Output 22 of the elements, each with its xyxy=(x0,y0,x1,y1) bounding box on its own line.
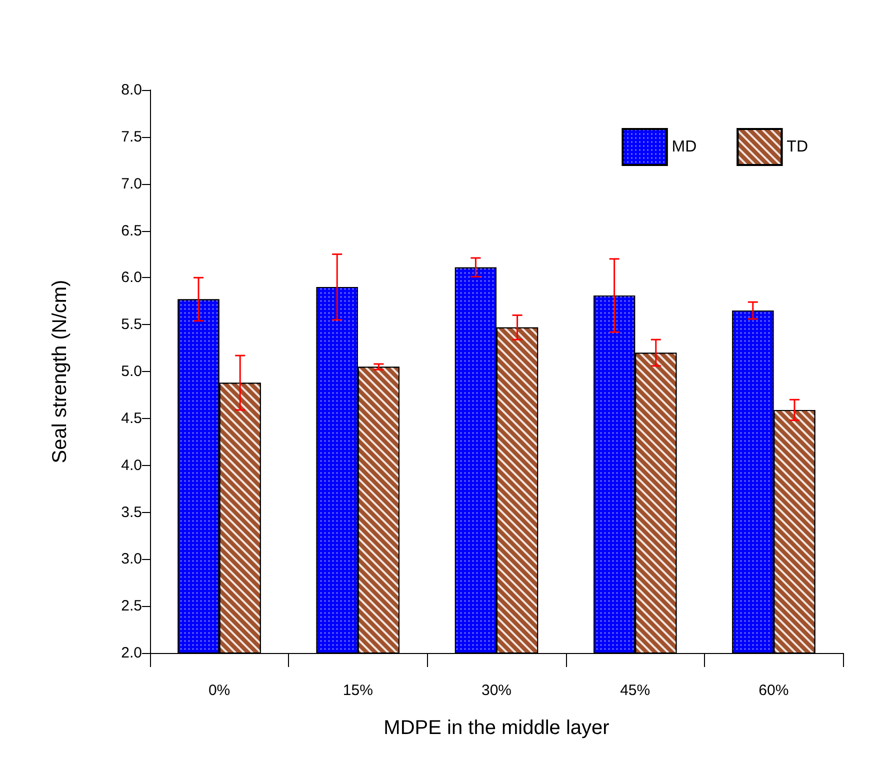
y-tick-label: 2.0 xyxy=(121,644,142,662)
y-tick-label: 6.5 xyxy=(121,222,142,240)
x-tick-label: 30% xyxy=(481,682,512,699)
y-tick-label: 4.5 xyxy=(121,410,142,427)
y-tick-label: 8.0 xyxy=(121,82,142,98)
x-axis-title: MDPE in the middle layer xyxy=(384,717,610,739)
y-tick-label: 7.5 xyxy=(121,128,142,146)
legend-label: TD xyxy=(786,138,808,156)
x-tick-label: 15% xyxy=(342,682,373,699)
y-tick-label: 3.0 xyxy=(121,550,142,568)
y-tick-label: 6.0 xyxy=(121,269,142,286)
x-tick-label: 45% xyxy=(620,682,650,699)
y-tick-label: 4.0 xyxy=(121,456,142,474)
y-axis-title: Seal strength (N/cm) xyxy=(49,280,71,464)
y-tick-label: 2.5 xyxy=(121,598,142,615)
y-tick-label: 5.0 xyxy=(121,363,142,380)
y-tick-label: 5.5 xyxy=(121,316,142,334)
x-tick-label: 60% xyxy=(758,682,789,699)
y-tick-label: 7.0 xyxy=(121,175,142,192)
y-tick-label: 3.5 xyxy=(121,504,142,521)
x-tick-label: 0% xyxy=(208,682,230,699)
legend-label: MD xyxy=(672,138,697,156)
